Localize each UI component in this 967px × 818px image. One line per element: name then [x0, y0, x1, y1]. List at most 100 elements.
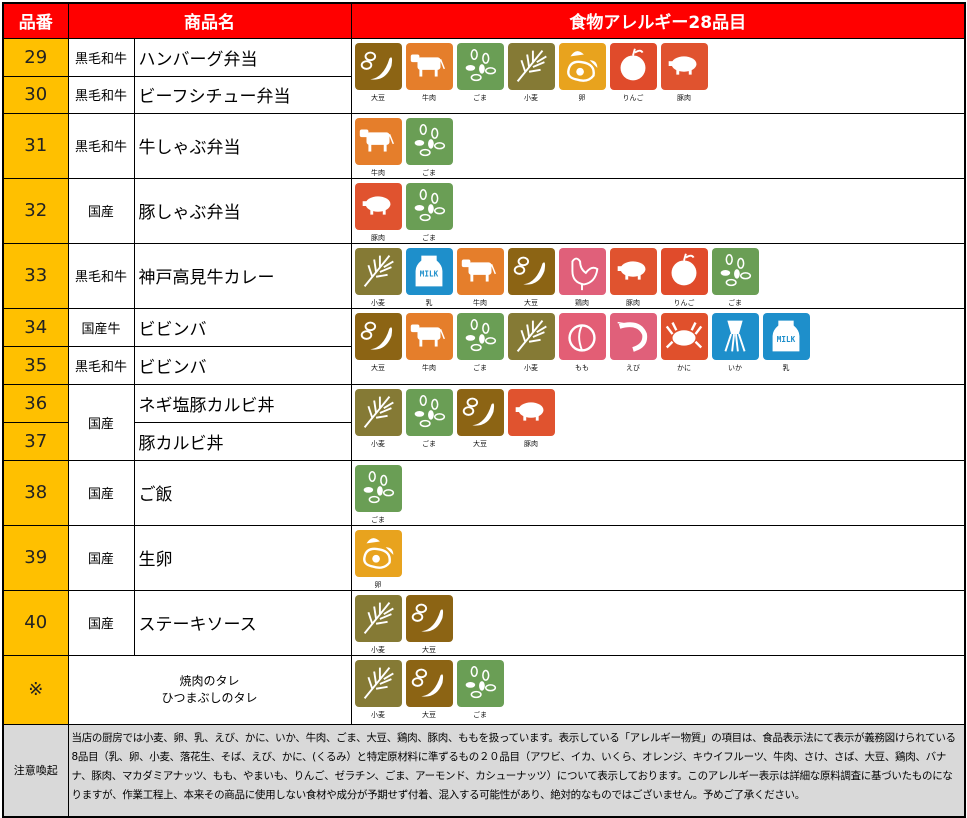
- product-name: 豚カルビ丼: [133, 421, 352, 461]
- allergen-label: 豚肉: [371, 233, 385, 242]
- allergen-label: ごま: [422, 233, 436, 242]
- allergen-label: ごま: [422, 439, 436, 448]
- product-name: ビビンバ: [133, 345, 352, 385]
- sesame-icon: [405, 388, 453, 436]
- product-origin: 黒毛和牛: [67, 345, 135, 385]
- allergen-label: ごま: [728, 298, 742, 307]
- soy-icon: [354, 312, 402, 360]
- milk-icon: MILK: [405, 247, 453, 295]
- product-name: ビーフシチュー弁当: [133, 75, 352, 114]
- allergen-icon-list: 小麦 MILK 乳 牛肉 大豆 鶏肉 豚肉 りんご ごま: [354, 247, 965, 308]
- allergen-wheat: 小麦: [354, 659, 402, 720]
- allergen-label: りんご: [673, 298, 695, 307]
- product-no: 36: [2, 383, 69, 423]
- allergen-egg: 卵: [354, 529, 402, 590]
- allergen-label: 乳: [425, 298, 433, 307]
- allergen-label: 豚肉: [677, 93, 691, 102]
- beef-icon: [354, 117, 402, 165]
- sesame-icon: [405, 182, 453, 230]
- allergen-label: 小麦: [524, 93, 538, 102]
- allergen-label: 大豆: [371, 93, 385, 102]
- allergen-sesame: ごま: [456, 312, 504, 373]
- allergen-icon-list: 卵: [354, 529, 965, 590]
- allergen-label: もも: [575, 363, 589, 372]
- table-row: 40 国産 ステーキソース 小麦 大豆: [2, 589, 966, 656]
- table-row: 34 国産牛 ビビンバ 大豆 牛肉 ごま 小麦 もも えび かに いか MILK 乳: [2, 307, 966, 385]
- allergen-wheat: 小麦: [354, 388, 402, 449]
- allergen-label: 小麦: [371, 439, 385, 448]
- notice-text: 当店の厨房では小麦、卵、乳、えび、かに、いか、牛肉、ごま、大豆、鶏肉、豚肉、もも…: [67, 723, 966, 818]
- beef-icon: [405, 312, 453, 360]
- allergen-crab: かに: [660, 312, 708, 373]
- product-no: 39: [2, 524, 69, 591]
- product-origin: 黒毛和牛: [67, 242, 135, 309]
- allergen-peach: もも: [558, 312, 606, 373]
- shrimp-icon: [609, 312, 657, 360]
- allergen-milk: MILK 乳: [762, 312, 810, 373]
- product-origin: 黒毛和牛: [67, 112, 135, 179]
- squid-icon: [711, 312, 759, 360]
- allergen-icons: 大豆 牛肉 ごま 小麦 もも えび かに いか MILK 乳: [350, 307, 966, 385]
- allergen-sesame: ごま: [354, 464, 402, 525]
- allergen-sesame: ごま: [456, 42, 504, 103]
- svg-text:MILK: MILK: [420, 270, 439, 279]
- table-row: 30 黒毛和牛 ビーフシチュー弁当: [2, 75, 965, 114]
- header-allergy: 食物アレルギー28品目: [350, 2, 966, 39]
- allergen-icons: 豚肉 ごま: [350, 177, 966, 244]
- product-no: 35: [2, 345, 69, 385]
- allergen-label: ごま: [371, 515, 385, 524]
- allergen-label: 卵: [578, 93, 586, 102]
- allergen-label: 小麦: [524, 363, 538, 372]
- peach-icon: [558, 312, 606, 360]
- allergen-apple: りんご: [609, 42, 657, 103]
- allergen-label: ごま: [422, 168, 436, 177]
- product-name: ネギ塩豚カルビ丼: [133, 383, 352, 423]
- wheat-icon: [354, 659, 402, 707]
- allergen-wheat: 小麦: [507, 42, 555, 103]
- allergen-label: かに: [677, 363, 691, 372]
- svg-text:MILK: MILK: [777, 335, 796, 344]
- allergen-label: 牛肉: [473, 298, 487, 307]
- allergen-pork: 豚肉: [660, 42, 708, 103]
- milk-icon: MILK: [762, 312, 810, 360]
- product-name: ハンバーグ弁当: [133, 37, 352, 77]
- allergen-wheat: 小麦: [507, 312, 555, 373]
- allergen-icons: 小麦 MILK 乳 牛肉 大豆 鶏肉 豚肉 りんご ごま: [350, 242, 966, 309]
- product-name: 神戸高見牛カレー: [133, 242, 352, 309]
- product-origin: 黒毛和牛: [67, 75, 135, 114]
- allergen-sesame: ごま: [456, 659, 504, 720]
- table-row: 32 国産 豚しゃぶ弁当 豚肉 ごま: [2, 177, 966, 244]
- sauce-name-yakiniku: 焼肉のタレ: [179, 673, 240, 688]
- allergen-label: 小麦: [371, 710, 385, 719]
- allergen-label: ごま: [473, 363, 487, 372]
- soy-icon: [354, 42, 402, 90]
- allergen-icon-list: ごま: [354, 464, 965, 525]
- allergen-label: 大豆: [422, 710, 436, 719]
- allergen-label: 小麦: [371, 298, 385, 307]
- wheat-icon: [507, 42, 555, 90]
- sesame-icon: [405, 117, 453, 165]
- product-origin: 国産: [67, 383, 135, 461]
- allergen-milk: MILK 乳: [405, 247, 453, 308]
- product-no: 40: [2, 589, 69, 656]
- allergen-soy: 大豆: [507, 247, 555, 308]
- product-no: 29: [2, 37, 69, 77]
- product-name: 豚しゃぶ弁当: [133, 177, 352, 244]
- sesame-icon: [354, 464, 402, 512]
- sesame-icon: [456, 312, 504, 360]
- product-no: 30: [2, 75, 69, 114]
- product-no: 37: [2, 421, 69, 461]
- wheat-icon: [354, 594, 402, 642]
- pork-icon: [507, 388, 555, 436]
- product-name: 生卵: [133, 524, 352, 591]
- allergen-label: えび: [626, 363, 640, 372]
- allergen-label: 乳: [782, 363, 790, 372]
- sesame-icon: [711, 247, 759, 295]
- allergen-beef: 牛肉: [405, 42, 453, 103]
- egg-icon: [354, 529, 402, 577]
- allergen-shrimp: えび: [609, 312, 657, 373]
- allergen-label: 豚肉: [626, 298, 640, 307]
- allergen-soy: 大豆: [405, 594, 453, 655]
- table-row: 33 黒毛和牛 神戸高見牛カレー 小麦 MILK 乳 牛肉 大豆 鶏肉 豚肉 りんご ごま: [2, 242, 966, 309]
- allergen-beef: 牛肉: [456, 247, 504, 308]
